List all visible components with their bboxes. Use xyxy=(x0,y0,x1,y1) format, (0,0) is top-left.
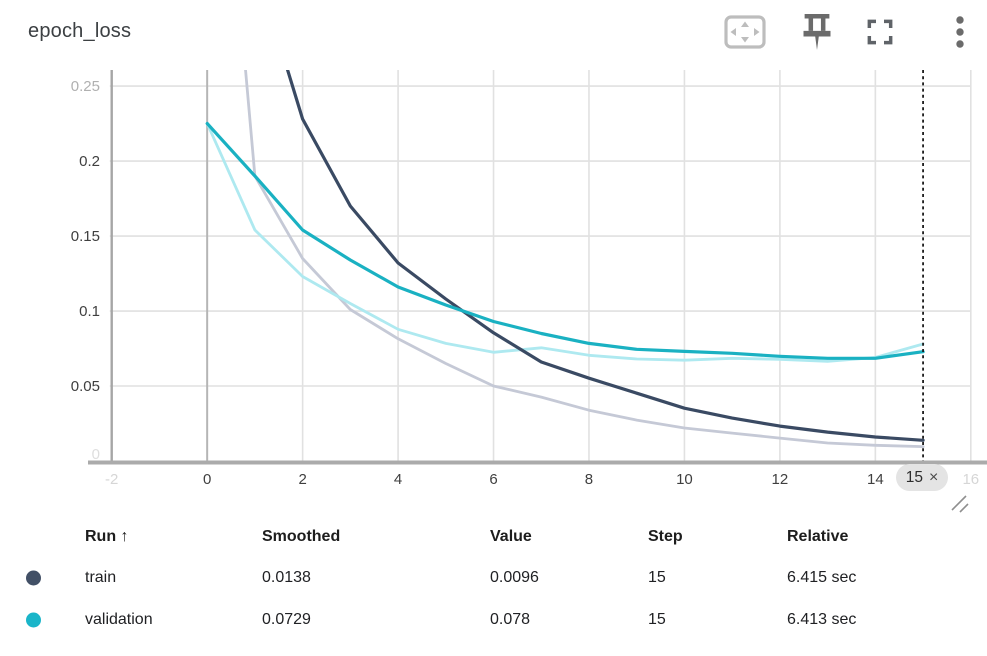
kebab-menu-icon xyxy=(956,16,964,48)
run-name: train xyxy=(85,569,117,586)
close-icon[interactable]: × xyxy=(928,468,939,486)
col-header-run[interactable]: Run ↑ xyxy=(85,528,129,545)
table-row: train 0.0138 0.0096 15 6.415 sec xyxy=(0,564,987,592)
x-tick-label: 16 xyxy=(962,471,979,488)
more-options-button[interactable] xyxy=(938,10,982,54)
step-cursor-badge: 15 × xyxy=(896,464,948,491)
fullscreen-button[interactable] xyxy=(858,10,902,54)
raw-value: 0.078 xyxy=(490,611,531,628)
col-header-relative[interactable]: Relative xyxy=(787,528,849,545)
step-cursor-value: 15 xyxy=(905,468,923,486)
relative-time: 6.415 sec xyxy=(787,569,857,586)
table-header-row: Run ↑ Smoothed Value Step Relative xyxy=(0,523,987,551)
x-tick-label: 0 xyxy=(203,471,211,488)
smoothed-value: 0.0729 xyxy=(262,611,311,628)
y-tick-label: 0.1 xyxy=(79,303,100,320)
x-tick-label: 10 xyxy=(676,471,693,488)
x-tick-label: 14 xyxy=(867,471,884,488)
x-tick-label: 8 xyxy=(585,471,593,488)
run-color-dot xyxy=(26,570,41,586)
resize-handle[interactable] xyxy=(946,492,972,514)
y-tick-label: 0.2 xyxy=(79,153,100,170)
run-color-dot xyxy=(26,612,41,628)
step-value: 15 xyxy=(648,611,666,628)
smoothed-value: 0.0138 xyxy=(262,569,311,586)
y-tick-label: 0.15 xyxy=(71,228,100,245)
fullscreen-icon xyxy=(867,19,893,45)
x-tick-label: 12 xyxy=(772,471,789,488)
x-tick-label: -2 xyxy=(105,471,118,488)
series-line-validation-smoothed- xyxy=(205,121,925,360)
y-tick-label: 0.05 xyxy=(71,378,100,395)
step-value: 15 xyxy=(648,569,666,586)
run-name: validation xyxy=(85,611,153,628)
x-tick-label: 2 xyxy=(298,471,306,488)
series-line-validation-raw- xyxy=(205,122,925,363)
relative-time: 6.413 sec xyxy=(787,611,857,628)
series-line-train-smoothed- xyxy=(285,70,925,442)
fit-to-data-icon xyxy=(724,15,766,49)
table-row: validation 0.0729 0.078 15 6.413 sec xyxy=(0,606,987,634)
series-line-train-raw- xyxy=(244,70,925,449)
pin-icon xyxy=(803,14,831,50)
raw-value: 0.0096 xyxy=(490,569,539,586)
col-header-value[interactable]: Value xyxy=(490,528,532,545)
card-title: epoch_loss xyxy=(28,20,132,42)
line-chart[interactable]: -2 0 2 4 6 8 10 12 14 16 0 0.05 0.1 0.15 0.2 0.25 xyxy=(0,0,987,516)
y-tick-label: 0.25 xyxy=(71,78,100,95)
col-header-smoothed[interactable]: Smoothed xyxy=(262,528,341,545)
fit-to-data-button[interactable] xyxy=(723,10,767,54)
x-tick-label: 6 xyxy=(489,471,497,488)
x-tick-label: 4 xyxy=(394,471,402,488)
y-tick-label: 0 xyxy=(92,446,100,463)
col-header-step[interactable]: Step xyxy=(648,528,683,545)
pin-button[interactable] xyxy=(795,10,839,54)
